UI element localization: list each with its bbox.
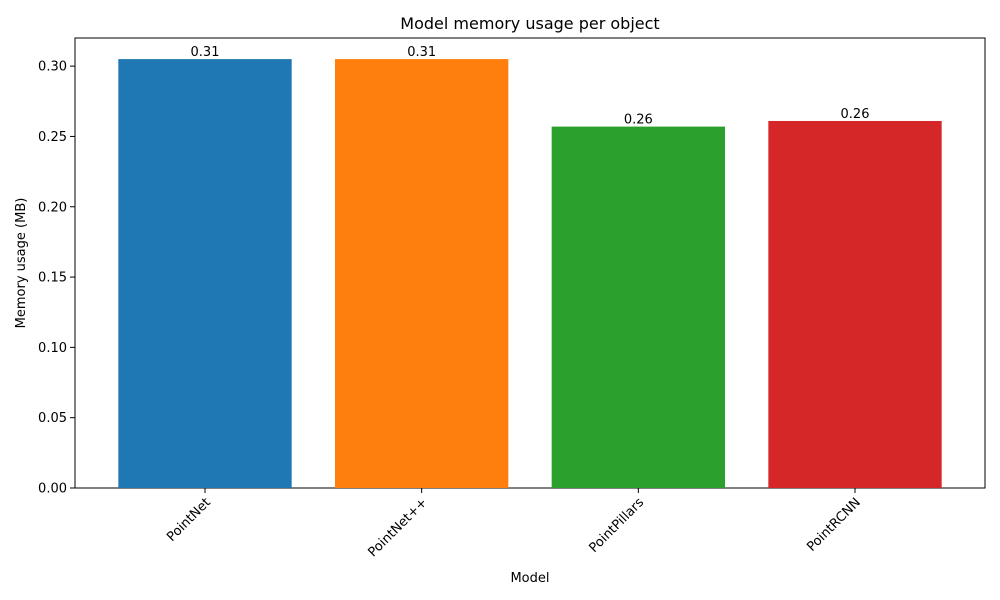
x-tick-label: PointNet++ — [366, 495, 431, 560]
bar-pointrcnn — [768, 120, 942, 488]
y-tick-label: 0.30 — [38, 60, 67, 75]
y-tick-label: 0.20 — [38, 200, 67, 215]
data-label: 0.31 — [407, 45, 436, 60]
x-tick-label: PointPillars — [587, 495, 648, 556]
plot-area — [74, 37, 986, 489]
data-label: 0.31 — [191, 45, 220, 60]
y-tick-label: 0.10 — [38, 341, 67, 356]
y-axis: 0.00 0.05 0.10 0.15 0.20 0.25 0.30 — [38, 60, 75, 497]
y-tick-label: 0.25 — [38, 130, 67, 145]
y-tick-label: 0.05 — [38, 411, 67, 426]
y-axis-label: Memory usage (MB) — [14, 198, 29, 329]
chart-title: Model memory usage per object — [400, 14, 659, 33]
data-labels-group: 0.31 0.31 0.26 0.26 — [191, 45, 870, 128]
data-label: 0.26 — [624, 113, 653, 128]
bar-pointnet — [118, 59, 292, 488]
y-tick-label: 0.00 — [38, 482, 67, 497]
x-axis-label: Model — [510, 571, 549, 586]
data-label: 0.26 — [841, 107, 870, 122]
x-tick-label: PointRCNN — [804, 495, 864, 555]
plot-frame — [74, 37, 986, 489]
y-tick-label: 0.15 — [38, 271, 67, 286]
bar-pointpillars — [551, 126, 725, 488]
x-axis: PointNet PointNet++ PointPillars PointRCNN — [164, 488, 864, 560]
bars-group — [118, 59, 942, 488]
x-tick-label: PointNet — [164, 495, 214, 545]
bar-pointnet- — [335, 59, 509, 488]
